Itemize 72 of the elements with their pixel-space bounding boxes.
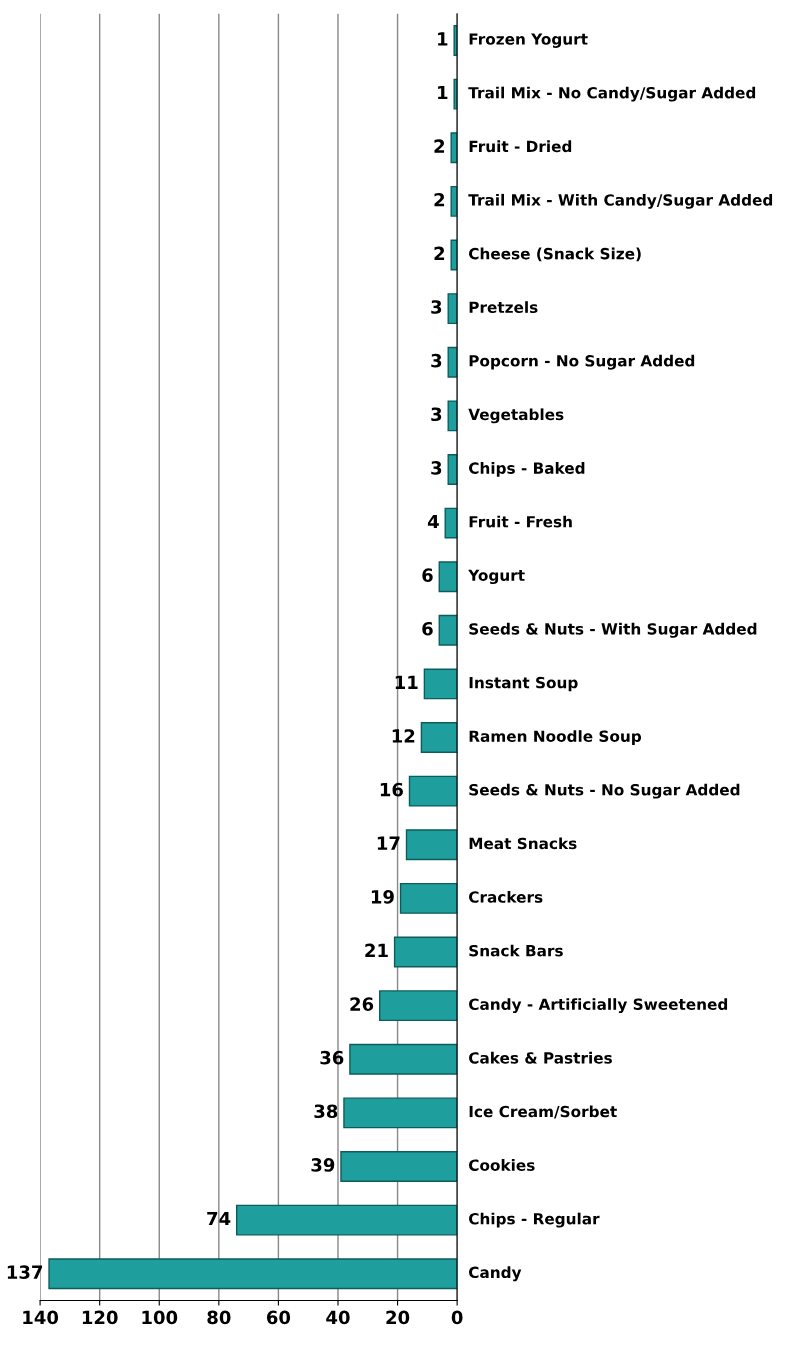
x-tick-label: 20 bbox=[386, 1310, 410, 1325]
bar bbox=[408, 775, 458, 807]
y-tick-label: Chips - Baked bbox=[469, 462, 585, 477]
x-tick-label: 0 bbox=[451, 1310, 463, 1325]
data-label: 6 bbox=[422, 568, 433, 582]
bar bbox=[343, 1097, 458, 1129]
data-label: 1 bbox=[438, 85, 448, 100]
data-label: 2 bbox=[434, 139, 445, 153]
x-tick-label: 100 bbox=[142, 1310, 178, 1325]
data-label: 17 bbox=[377, 836, 400, 850]
bar bbox=[438, 561, 458, 593]
data-label: 36 bbox=[320, 1050, 344, 1065]
x-tick-label: 60 bbox=[266, 1310, 291, 1325]
bar bbox=[48, 1258, 458, 1290]
y-tick-label: Ramen Noodle Soup bbox=[469, 730, 642, 745]
y-tick-label: Ice Cream/Sorbet bbox=[469, 1105, 617, 1119]
y-tick-label: Seeds & Nuts - No Sugar Added bbox=[469, 783, 740, 799]
y-tick-label: Frozen Yogurt bbox=[469, 33, 588, 48]
x-tick-label: 140 bbox=[23, 1310, 59, 1325]
data-label: 16 bbox=[380, 782, 403, 797]
data-label: 74 bbox=[207, 1211, 231, 1226]
data-label: 2 bbox=[434, 192, 445, 207]
y-tick-label: Pretzels bbox=[469, 301, 538, 314]
y-tick-label: Snack Bars bbox=[469, 944, 563, 957]
y-tick-label: Meat Snacks bbox=[469, 837, 577, 850]
x-tick-label: 80 bbox=[207, 1310, 231, 1325]
y-tick-label: Cakes & Pastries bbox=[469, 1051, 612, 1064]
bar bbox=[405, 829, 458, 861]
y-tick-label: Candy bbox=[469, 1266, 522, 1282]
data-label: 38 bbox=[314, 1104, 338, 1119]
y-tick-label: Popcorn - No Sugar Added bbox=[469, 354, 695, 370]
y-tick-label: Trail Mix - With Candy/Sugar Added bbox=[468, 193, 773, 209]
y-tick-label: Vegetables bbox=[468, 408, 564, 424]
data-label: 1 bbox=[438, 32, 448, 46]
y-tick-label: Chips - Regular bbox=[469, 1212, 600, 1228]
y-tick-label: Trail Mix - No Candy/Sugar Added bbox=[468, 86, 756, 102]
data-label: 11 bbox=[395, 675, 418, 689]
bar bbox=[423, 668, 458, 700]
bar bbox=[438, 614, 458, 646]
y-tick-label: Candy - Artificially Sweetened bbox=[469, 998, 728, 1014]
data-label: 137 bbox=[7, 1265, 43, 1279]
data-label: 12 bbox=[392, 729, 415, 743]
y-tick-label: Yogurt bbox=[468, 569, 525, 585]
data-label: 2 bbox=[434, 246, 445, 260]
data-label: 3 bbox=[431, 300, 442, 314]
data-label: 4 bbox=[427, 514, 439, 529]
bar bbox=[420, 722, 458, 753]
bar bbox=[450, 132, 458, 164]
y-tick-label: Cheese (Snack Size) bbox=[469, 247, 641, 262]
bar bbox=[450, 185, 458, 217]
data-label: 26 bbox=[350, 997, 374, 1011]
bar bbox=[340, 1151, 458, 1182]
data-label: 3 bbox=[431, 353, 442, 368]
bar bbox=[393, 936, 458, 968]
data-label: 6 bbox=[422, 621, 433, 636]
x-tick-label: 120 bbox=[82, 1310, 118, 1325]
data-label: 3 bbox=[431, 461, 442, 475]
data-label: 39 bbox=[311, 1158, 335, 1172]
bar bbox=[349, 1043, 458, 1075]
data-label: 3 bbox=[431, 407, 442, 422]
y-tick-label: Instant Soup bbox=[469, 676, 578, 692]
y-tick-label: Seeds & Nuts - With Sugar Added bbox=[469, 622, 757, 638]
y-tick-label: Crackers bbox=[469, 891, 543, 903]
bar bbox=[399, 882, 458, 914]
data-label: 19 bbox=[371, 890, 394, 904]
bar bbox=[378, 990, 458, 1022]
x-tick-label: 40 bbox=[326, 1310, 350, 1325]
y-tick-label: Fruit - Fresh bbox=[469, 515, 572, 528]
y-tick-label: Cookies bbox=[469, 1159, 535, 1171]
y-tick-label: Fruit - Dried bbox=[469, 140, 572, 153]
data-label: 21 bbox=[365, 943, 388, 958]
bar bbox=[236, 1204, 458, 1236]
